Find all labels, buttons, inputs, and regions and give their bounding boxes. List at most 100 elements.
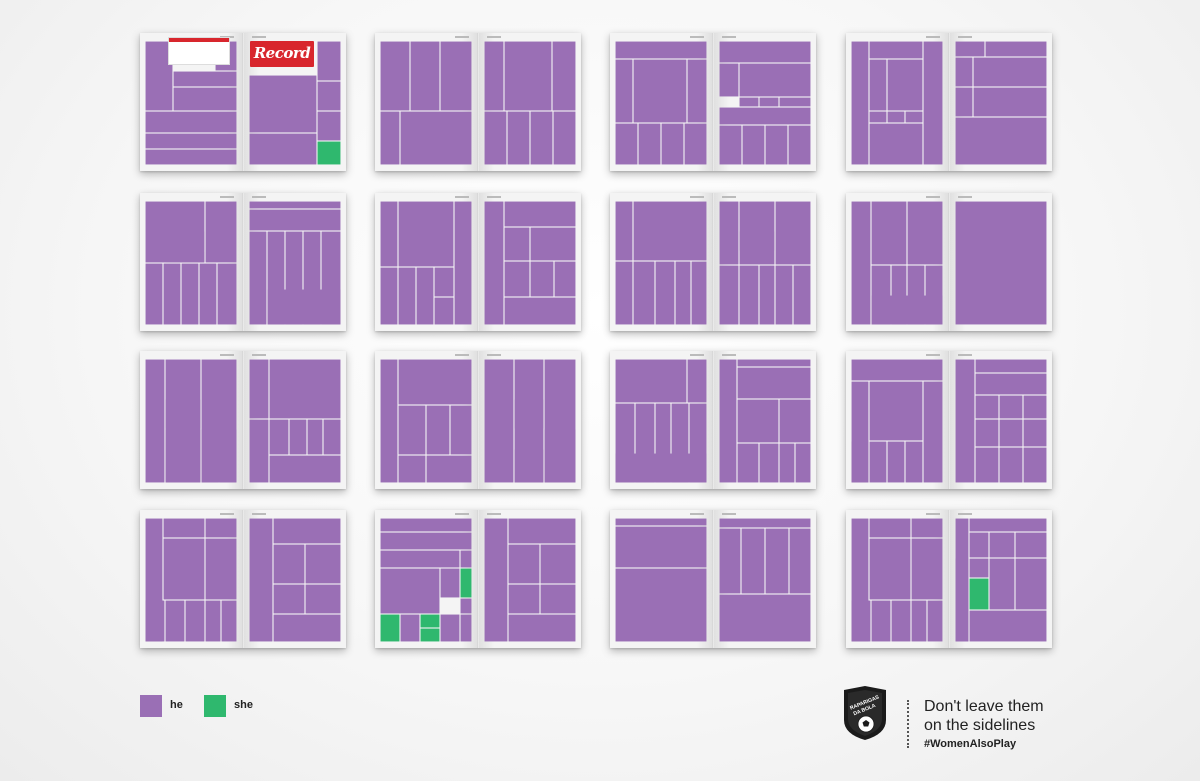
newspaper-spread [375,33,581,171]
article-block-he [163,518,205,538]
article-block-he [975,419,999,447]
article-block-he [615,201,633,261]
article-block-he [460,598,472,614]
article-block-he [145,600,165,642]
article-block-he [163,538,205,600]
page-header-mark [220,196,234,198]
article-block-she [380,614,400,642]
newspaper-spread [610,351,816,489]
article-block-he [508,614,576,642]
article-block-he [869,123,923,165]
article-block-he [145,263,163,325]
article-block-he [514,449,544,483]
article-blocks [851,359,943,483]
article-block-he [869,111,887,123]
newspaper-spread [610,33,816,171]
article-block-he [484,518,508,642]
article-block-he [633,201,707,261]
page-header-mark [722,36,736,38]
page-left [375,33,477,171]
article-block-he [400,111,472,165]
center-fold [948,193,950,331]
article-block-he [221,600,237,642]
page-right [479,510,581,648]
page-header-mark [722,196,736,198]
article-block-he [869,538,911,600]
article-block-he [655,261,675,325]
article-block-he [426,455,472,483]
article-block-he [317,111,341,141]
article-block-he [989,558,1015,610]
article-block-he [955,359,975,483]
article-blocks [719,41,811,165]
page-right: Record [244,33,346,171]
article-block-he [687,359,707,403]
article-blocks [851,41,943,165]
page-layout [249,41,341,165]
slogan-divider [907,700,909,748]
page-layout [380,201,472,325]
article-blocks [955,201,1047,325]
article-block-he [426,405,450,455]
article-blocks [380,41,472,165]
article-block-he [380,201,398,267]
article-block-he [739,63,811,97]
article-block-he [765,528,789,594]
page-left [610,351,712,489]
article-block-he [530,227,576,261]
page-header-mark [926,36,940,38]
page-layout [145,359,237,483]
page-header-mark [958,36,972,38]
newspaper-spread [140,193,346,331]
article-block-he [765,125,788,165]
article-block-he [165,399,201,429]
article-block-he [249,359,269,419]
article-block-he [969,558,989,578]
article-blocks [145,359,237,483]
article-block-he [999,395,1023,419]
page-right [714,193,816,331]
article-block-he [615,526,707,568]
article-blocks [955,41,1047,165]
article-block-he [887,111,905,123]
article-block-he [173,71,237,87]
article-block-he [434,267,454,297]
article-block-he [249,75,317,133]
article-block-he [484,41,504,111]
article-block-he [205,518,237,538]
article-block-he [307,419,323,455]
article-block-he [975,395,999,419]
article-block-he [530,111,553,165]
article-block-he [851,441,869,483]
page-layout [249,201,341,325]
article-block-he [540,544,576,584]
page-right [950,351,1052,489]
page-left [375,351,477,489]
article-block-he [742,125,765,165]
page-header-mark [926,513,940,515]
page-left [140,510,242,648]
article-block-he [999,419,1023,447]
article-blocks [484,201,576,325]
article-block-he [273,584,305,614]
article-block-he [484,359,514,483]
center-fold [242,510,244,648]
page-left [610,33,712,171]
article-block-he [400,614,420,642]
article-block-he [615,41,707,59]
newspaper-spread [610,510,816,648]
article-block-he [540,584,576,614]
article-block-he [440,614,460,642]
article-block-he [923,41,943,165]
article-block-he [181,263,199,325]
newspaper-spread [375,510,581,648]
article-block-he [975,373,1047,395]
center-fold [712,193,714,331]
page-right [244,351,346,489]
article-block-he [911,538,943,600]
page-header-mark [487,36,501,38]
article-blocks [615,518,707,642]
article-block-he [249,518,273,642]
page-layout [719,41,811,165]
page-layout [145,201,237,325]
